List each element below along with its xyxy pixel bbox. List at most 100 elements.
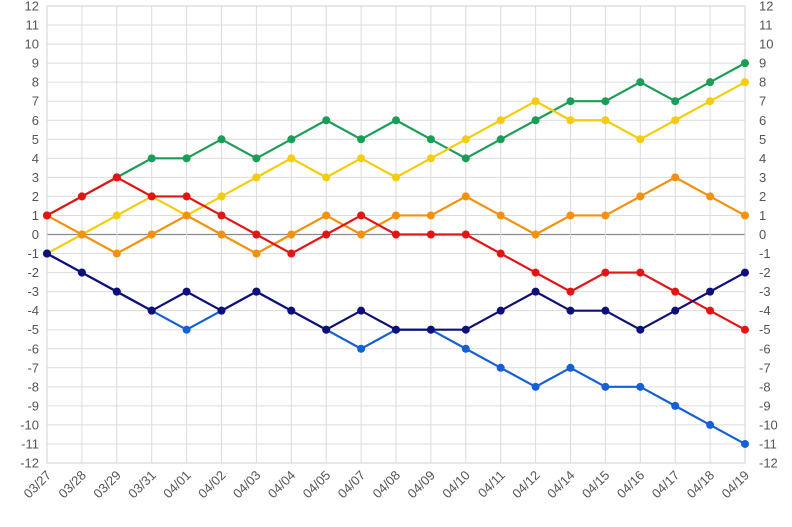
data-point[interactable] bbox=[636, 382, 645, 391]
data-point[interactable] bbox=[531, 97, 540, 106]
data-point[interactable] bbox=[252, 287, 261, 296]
data-point[interactable] bbox=[601, 382, 610, 391]
data-point[interactable] bbox=[426, 135, 435, 144]
data-point[interactable] bbox=[706, 287, 715, 296]
data-point[interactable] bbox=[566, 306, 575, 315]
data-point[interactable] bbox=[671, 287, 680, 296]
data-point[interactable] bbox=[43, 249, 51, 258]
data-point[interactable] bbox=[636, 78, 645, 87]
data-point[interactable] bbox=[496, 363, 505, 372]
data-point[interactable] bbox=[741, 439, 749, 448]
data-point[interactable] bbox=[601, 97, 610, 106]
data-point[interactable] bbox=[217, 135, 226, 144]
data-point[interactable] bbox=[496, 116, 505, 125]
data-point[interactable] bbox=[77, 230, 86, 239]
data-point[interactable] bbox=[147, 192, 156, 201]
data-point[interactable] bbox=[357, 154, 366, 163]
data-point[interactable] bbox=[461, 135, 470, 144]
data-point[interactable] bbox=[706, 97, 715, 106]
data-point[interactable] bbox=[706, 420, 715, 429]
data-point[interactable] bbox=[566, 211, 575, 220]
data-point[interactable] bbox=[322, 325, 331, 334]
data-point[interactable] bbox=[287, 135, 296, 144]
data-point[interactable] bbox=[566, 97, 575, 106]
data-point[interactable] bbox=[287, 249, 296, 258]
data-point[interactable] bbox=[671, 173, 680, 182]
data-point[interactable] bbox=[147, 306, 156, 315]
data-point[interactable] bbox=[392, 230, 400, 239]
data-point[interactable] bbox=[671, 306, 680, 315]
data-point[interactable] bbox=[461, 154, 470, 163]
data-point[interactable] bbox=[496, 249, 505, 258]
data-point[interactable] bbox=[287, 306, 296, 315]
data-point[interactable] bbox=[357, 211, 366, 220]
data-point[interactable] bbox=[601, 306, 610, 315]
data-point[interactable] bbox=[636, 192, 645, 201]
data-point[interactable] bbox=[566, 116, 575, 125]
data-point[interactable] bbox=[217, 306, 226, 315]
data-point[interactable] bbox=[182, 287, 191, 296]
data-point[interactable] bbox=[112, 249, 121, 258]
data-point[interactable] bbox=[741, 78, 749, 87]
data-point[interactable] bbox=[252, 173, 261, 182]
data-point[interactable] bbox=[252, 249, 261, 258]
data-point[interactable] bbox=[392, 116, 400, 125]
data-point[interactable] bbox=[741, 268, 749, 277]
data-point[interactable] bbox=[531, 287, 540, 296]
data-point[interactable] bbox=[461, 230, 470, 239]
data-point[interactable] bbox=[636, 135, 645, 144]
data-point[interactable] bbox=[322, 116, 331, 125]
data-point[interactable] bbox=[182, 192, 191, 201]
data-point[interactable] bbox=[147, 154, 156, 163]
data-point[interactable] bbox=[601, 116, 610, 125]
data-point[interactable] bbox=[531, 116, 540, 125]
data-point[interactable] bbox=[671, 401, 680, 410]
data-point[interactable] bbox=[566, 287, 575, 296]
data-point[interactable] bbox=[112, 287, 121, 296]
data-point[interactable] bbox=[636, 268, 645, 277]
data-point[interactable] bbox=[252, 230, 261, 239]
data-point[interactable] bbox=[566, 363, 575, 372]
data-point[interactable] bbox=[706, 306, 715, 315]
data-point[interactable] bbox=[392, 211, 400, 220]
data-point[interactable] bbox=[496, 211, 505, 220]
data-point[interactable] bbox=[287, 154, 296, 163]
data-point[interactable] bbox=[601, 268, 610, 277]
data-point[interactable] bbox=[601, 211, 610, 220]
data-point[interactable] bbox=[182, 211, 191, 220]
data-point[interactable] bbox=[392, 325, 400, 334]
data-point[interactable] bbox=[531, 230, 540, 239]
data-point[interactable] bbox=[217, 211, 226, 220]
data-point[interactable] bbox=[741, 211, 749, 220]
data-point[interactable] bbox=[322, 230, 331, 239]
data-point[interactable] bbox=[496, 306, 505, 315]
data-point[interactable] bbox=[357, 230, 366, 239]
data-point[interactable] bbox=[426, 154, 435, 163]
data-point[interactable] bbox=[322, 173, 331, 182]
data-point[interactable] bbox=[496, 135, 505, 144]
data-point[interactable] bbox=[741, 325, 749, 334]
data-point[interactable] bbox=[77, 268, 86, 277]
data-point[interactable] bbox=[77, 192, 86, 201]
data-point[interactable] bbox=[636, 325, 645, 334]
data-point[interactable] bbox=[147, 230, 156, 239]
data-point[interactable] bbox=[392, 173, 400, 182]
data-point[interactable] bbox=[461, 325, 470, 334]
data-point[interactable] bbox=[461, 344, 470, 353]
data-point[interactable] bbox=[461, 192, 470, 201]
data-point[interactable] bbox=[217, 230, 226, 239]
data-point[interactable] bbox=[531, 382, 540, 391]
data-point[interactable] bbox=[741, 59, 749, 68]
data-point[interactable] bbox=[706, 78, 715, 87]
data-point[interactable] bbox=[357, 135, 366, 144]
data-point[interactable] bbox=[671, 97, 680, 106]
data-point[interactable] bbox=[43, 211, 51, 220]
data-point[interactable] bbox=[426, 211, 435, 220]
data-point[interactable] bbox=[182, 325, 191, 334]
data-point[interactable] bbox=[287, 230, 296, 239]
data-point[interactable] bbox=[531, 268, 540, 277]
data-point[interactable] bbox=[357, 344, 366, 353]
data-point[interactable] bbox=[217, 192, 226, 201]
data-point[interactable] bbox=[671, 116, 680, 125]
data-point[interactable] bbox=[426, 325, 435, 334]
